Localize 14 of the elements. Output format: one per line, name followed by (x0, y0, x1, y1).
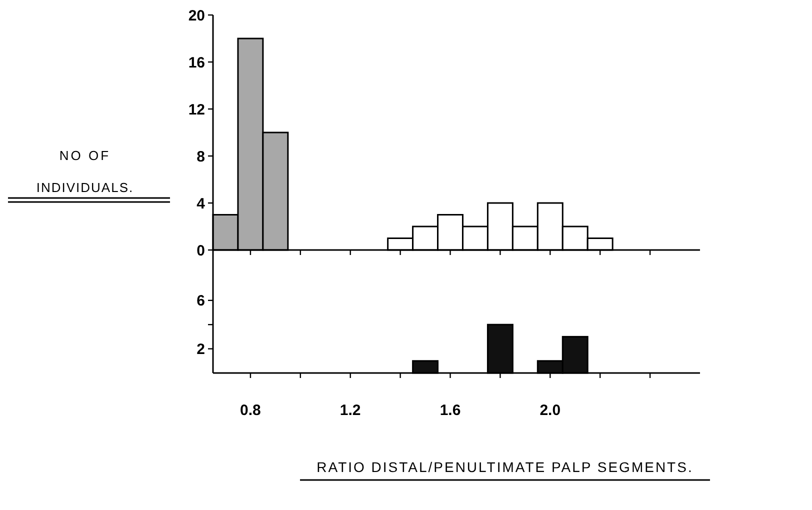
y-tick-label: 8 (196, 148, 205, 166)
x-tick-label: 1.6 (440, 402, 461, 419)
y-tick-label: 4 (196, 195, 206, 212)
x-tick-label: 1.2 (340, 402, 361, 419)
y-tick-label: 0 (196, 242, 205, 260)
x-tick-label: 2.0 (540, 402, 561, 419)
y-tick-label: 12 (188, 101, 205, 118)
y-tick-label: 20 (188, 7, 205, 24)
y-tick-label: 6 (196, 292, 205, 310)
text: NO OF INDIVIDUALS. (36, 148, 134, 195)
x-axis-title: RATIO DISTAL/PENULTIMATE PALP SEGMENTS. (316, 459, 694, 475)
y-tick-label: 16 (188, 54, 205, 72)
y-tick-label: 2 (196, 341, 205, 358)
x-tick-label: 0.8 (240, 402, 261, 419)
